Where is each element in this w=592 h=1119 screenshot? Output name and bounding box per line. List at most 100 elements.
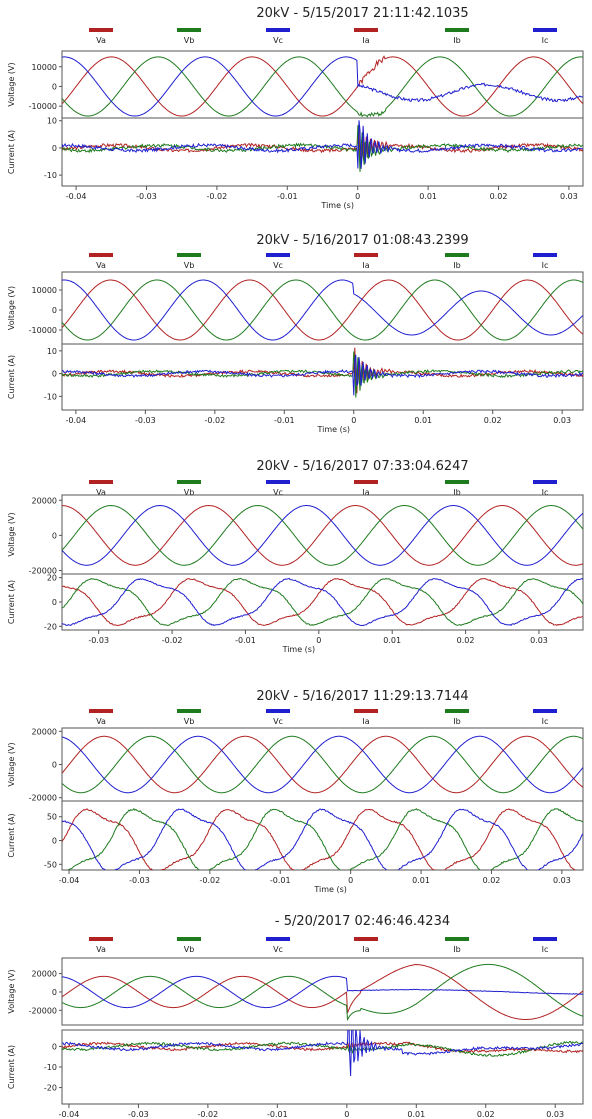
current-axis-label: Current (A) [7,580,16,624]
current-series-ib [62,577,583,627]
legend-swatch-ia [354,480,378,484]
legend-swatch-ia [354,709,378,713]
legend-swatch-va [89,709,113,713]
voltage-axis-label: Voltage (V) [7,969,16,1013]
current-series-ia [62,808,576,870]
voltage-series-va [62,963,583,1020]
voltage-axis-label: Voltage (V) [7,62,16,106]
voltage-series-vb [62,504,583,566]
xtick-label: -0.04 [59,876,80,885]
legend-label-va: Va [96,36,106,45]
legend-label-ia: Ia [362,261,369,270]
xtick-label: 0.03 [560,192,578,201]
current-series-ib [62,125,583,172]
current-series-ia [62,127,583,163]
legend-label-vc: Vc [273,36,283,45]
current-ytick-label: 10 [47,347,57,356]
xtick-label: 0.03 [546,1110,564,1119]
current-axis-label: Current (A) [7,1045,16,1089]
voltage-ytick-label: -20000 [29,794,57,803]
voltage-series-va [62,504,583,566]
chart-panel-5: - 5/20/2017 02:46:46.4234 Va Vb Vc Ia Ib Ic 200… [7,914,584,1119]
current-plot-frame [61,117,584,187]
legend-label-vc: Vc [273,488,283,497]
voltage-ytick-label: -10000 [29,326,57,335]
current-ytick-label: 0 [52,370,57,379]
current-series-ic [62,1030,583,1077]
legend-label-va: Va [96,261,106,270]
legend-swatch-ic [533,937,557,941]
legend-swatch-vc [266,28,290,32]
current-plot-frame [61,800,584,871]
voltage-ytick-label: 10000 [32,63,57,72]
legend-swatch-ib [445,480,469,484]
legend-swatch-vc [266,937,290,941]
x-axis-label: Time (s) [316,425,350,434]
xtick-label: 0.03 [553,876,571,885]
chart-title: - 5/20/2017 02:46:46.4234 [275,914,450,929]
voltage-axis-label: Voltage (V) [7,286,16,330]
voltage-ytick-label: 10000 [32,286,57,295]
x-axis-label: Time (s) [320,201,354,210]
voltage-axis-label: Voltage (V) [7,742,16,786]
legend-label-ia: Ia [362,36,369,45]
current-ytick-label: 20 [47,574,57,583]
legend-label-ia: Ia [362,945,369,954]
current-series-ic [62,354,583,396]
current-axis-label: Current (A) [7,355,16,399]
voltage-series-vc [62,56,583,117]
voltage-ytick-label: -20000 [29,566,57,575]
xtick-label: -0.02 [204,416,225,425]
voltage-ytick-label: 0 [52,761,57,770]
voltage-series-vb [62,963,583,1022]
chart-panel-4: 20kV - 5/16/2017 11:29:13.7144 Va Vb Vc Ia Ib… [7,689,584,894]
xtick-label: 0.01 [412,876,430,885]
current-series-ia [62,347,583,394]
legend-label-va: Va [96,717,106,726]
legend-swatch-ib [445,28,469,32]
voltage-series-va [62,55,583,117]
legend-label-ic: Ic [542,717,549,726]
xtick-label: 0.03 [553,416,571,425]
voltage-series-vb [62,56,583,118]
voltage-series-vc [62,735,583,794]
chart-title: 20kV - 5/16/2017 01:08:43.2399 [256,233,468,248]
current-ytick-label: 0 [52,836,57,845]
legend-swatch-ib [445,937,469,941]
voltage-series-va [62,279,583,341]
current-series-ic [62,577,583,627]
legend-label-ia: Ia [362,488,369,497]
voltage-ytick-label: -10000 [29,102,57,111]
voltage-series-vb [62,735,583,794]
current-ytick-label: -20 [44,622,57,631]
xtick-label: -0.03 [88,636,109,645]
xtick-label: 0 [344,1110,349,1119]
legend-label-ib: Ib [453,261,460,270]
legend-label-vc: Vc [273,717,283,726]
chart-title: 20kV - 5/15/2017 21:11:42.1035 [256,6,468,21]
legend-label-va: Va [96,488,106,497]
xtick-label: -0.03 [136,192,157,201]
current-ytick-label: 50 [47,813,57,822]
current-axis-label: Current (A) [7,130,16,174]
voltage-plot-frame [61,271,584,345]
xtick-label: 0 [351,416,356,425]
legend-label-vb: Vb [184,945,195,954]
xtick-label: -0.01 [235,636,256,645]
xtick-label: -0.02 [207,192,228,201]
legend-label-vc: Vc [273,945,283,954]
xtick-label: -0.01 [274,416,295,425]
legend-label-ib: Ib [453,488,460,497]
current-series-ib [62,1040,583,1058]
legend-swatch-vc [266,253,290,257]
legend-swatch-vc [266,709,290,713]
voltage-ytick-label: 0 [52,531,57,540]
xtick-label: 0.02 [484,416,502,425]
xtick-label: 0.02 [457,636,475,645]
current-ytick-label: -10 [44,1063,57,1072]
voltage-ytick-label: 20000 [32,496,57,505]
current-series-ic [62,808,583,870]
x-axis-label: Time (s) [282,645,316,654]
xtick-label: 0.02 [483,876,501,885]
